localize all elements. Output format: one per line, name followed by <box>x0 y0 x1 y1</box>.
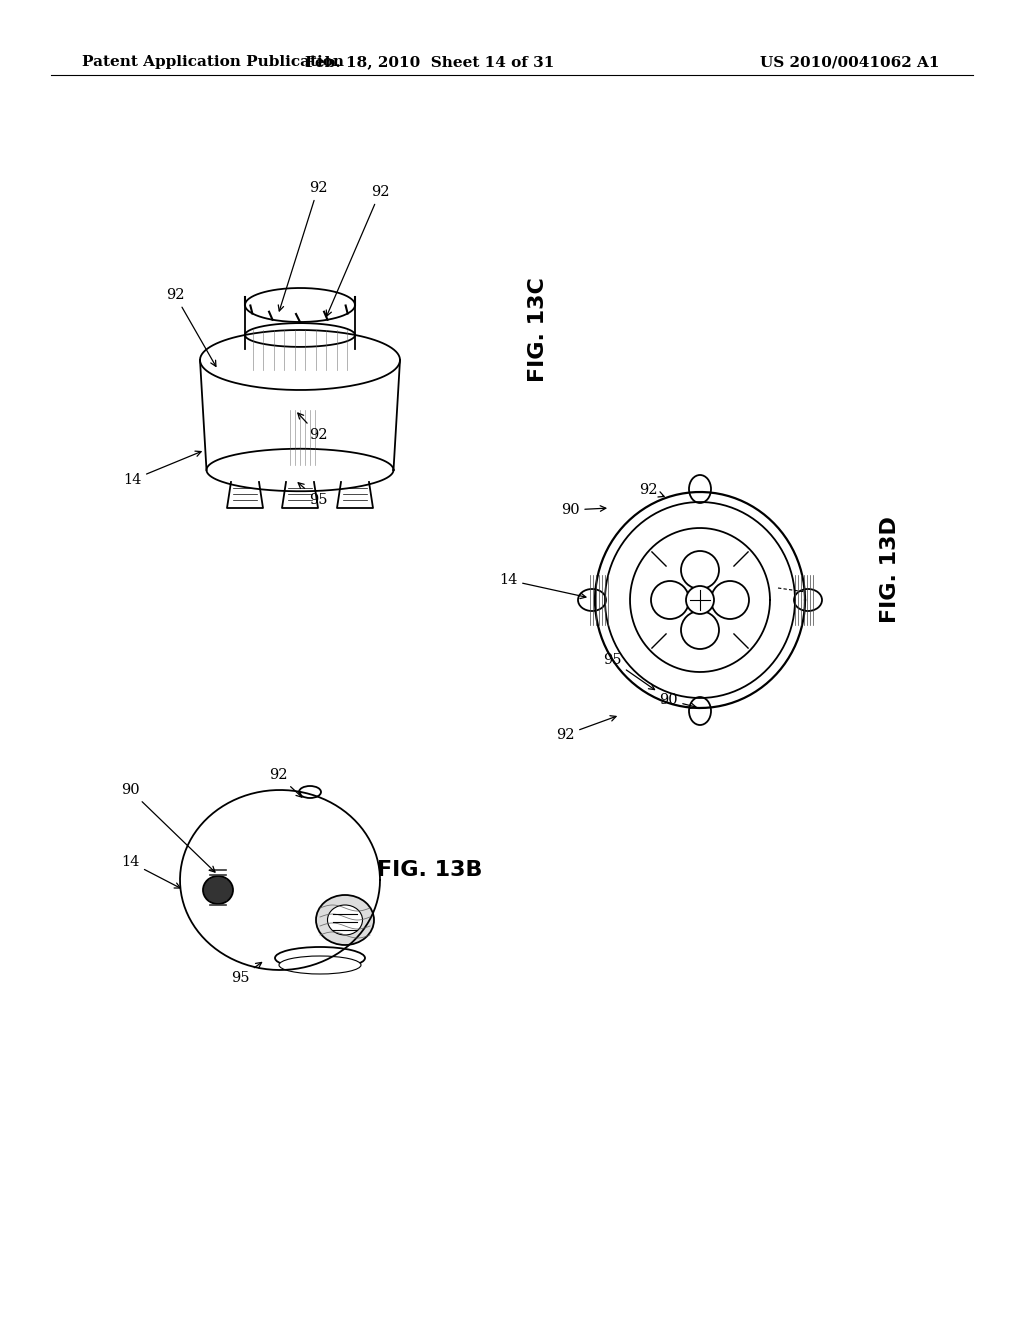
Text: 95: 95 <box>298 483 328 507</box>
Text: FIG. 13C: FIG. 13C <box>528 277 548 383</box>
Ellipse shape <box>279 956 361 974</box>
Ellipse shape <box>689 475 711 503</box>
Ellipse shape <box>681 611 719 649</box>
Ellipse shape <box>794 589 822 611</box>
Text: Feb. 18, 2010  Sheet 14 of 31: Feb. 18, 2010 Sheet 14 of 31 <box>305 55 555 69</box>
Ellipse shape <box>299 785 321 799</box>
Text: 92: 92 <box>556 715 616 742</box>
Text: 14: 14 <box>121 855 180 888</box>
Text: FIG. 13D: FIG. 13D <box>880 516 900 623</box>
Text: 14: 14 <box>123 451 201 487</box>
Ellipse shape <box>681 550 719 589</box>
Ellipse shape <box>711 581 749 619</box>
Text: 95: 95 <box>230 962 261 985</box>
Text: 92: 92 <box>639 483 665 498</box>
Ellipse shape <box>203 876 233 904</box>
Text: FIG. 13B: FIG. 13B <box>377 861 482 880</box>
Text: Patent Application Publication: Patent Application Publication <box>82 55 344 69</box>
Text: 92: 92 <box>298 413 328 442</box>
Ellipse shape <box>686 586 714 614</box>
Ellipse shape <box>316 895 374 945</box>
Text: 92: 92 <box>166 288 216 367</box>
Text: 95: 95 <box>603 653 654 689</box>
Text: 92: 92 <box>279 181 328 312</box>
Ellipse shape <box>689 697 711 725</box>
Text: US 2010/0041062 A1: US 2010/0041062 A1 <box>761 55 940 69</box>
Text: 90: 90 <box>561 503 606 517</box>
Text: 14: 14 <box>499 573 586 599</box>
Text: 92: 92 <box>268 768 302 797</box>
Text: 90: 90 <box>658 693 696 709</box>
Text: 92: 92 <box>327 185 389 317</box>
Ellipse shape <box>328 906 362 935</box>
Ellipse shape <box>651 581 689 619</box>
Ellipse shape <box>275 946 365 969</box>
Ellipse shape <box>578 589 606 611</box>
Text: 90: 90 <box>121 783 215 873</box>
